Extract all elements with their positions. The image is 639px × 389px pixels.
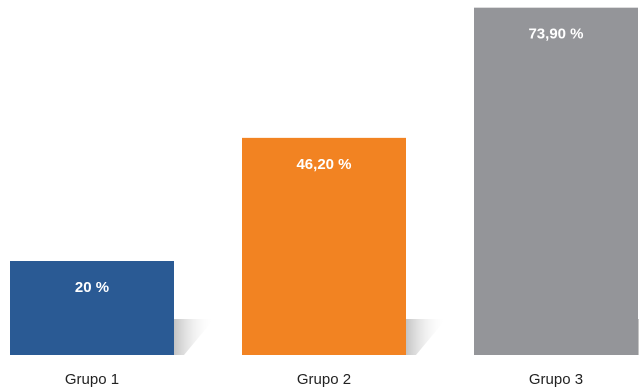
bar-3	[474, 7, 638, 355]
bar-value-label: 73,90 %	[528, 26, 583, 43]
category-label: Grupo 1	[65, 371, 119, 388]
bar-shadow	[174, 319, 214, 355]
bar-2	[242, 137, 406, 355]
category-label: Grupo 3	[529, 371, 583, 388]
bar-value-label: 46,20 %	[296, 156, 351, 173]
bar-value-label: 20 %	[75, 279, 109, 296]
bar-1	[10, 261, 174, 355]
category-label: Grupo 2	[297, 371, 351, 388]
bar-shadow	[406, 319, 446, 355]
